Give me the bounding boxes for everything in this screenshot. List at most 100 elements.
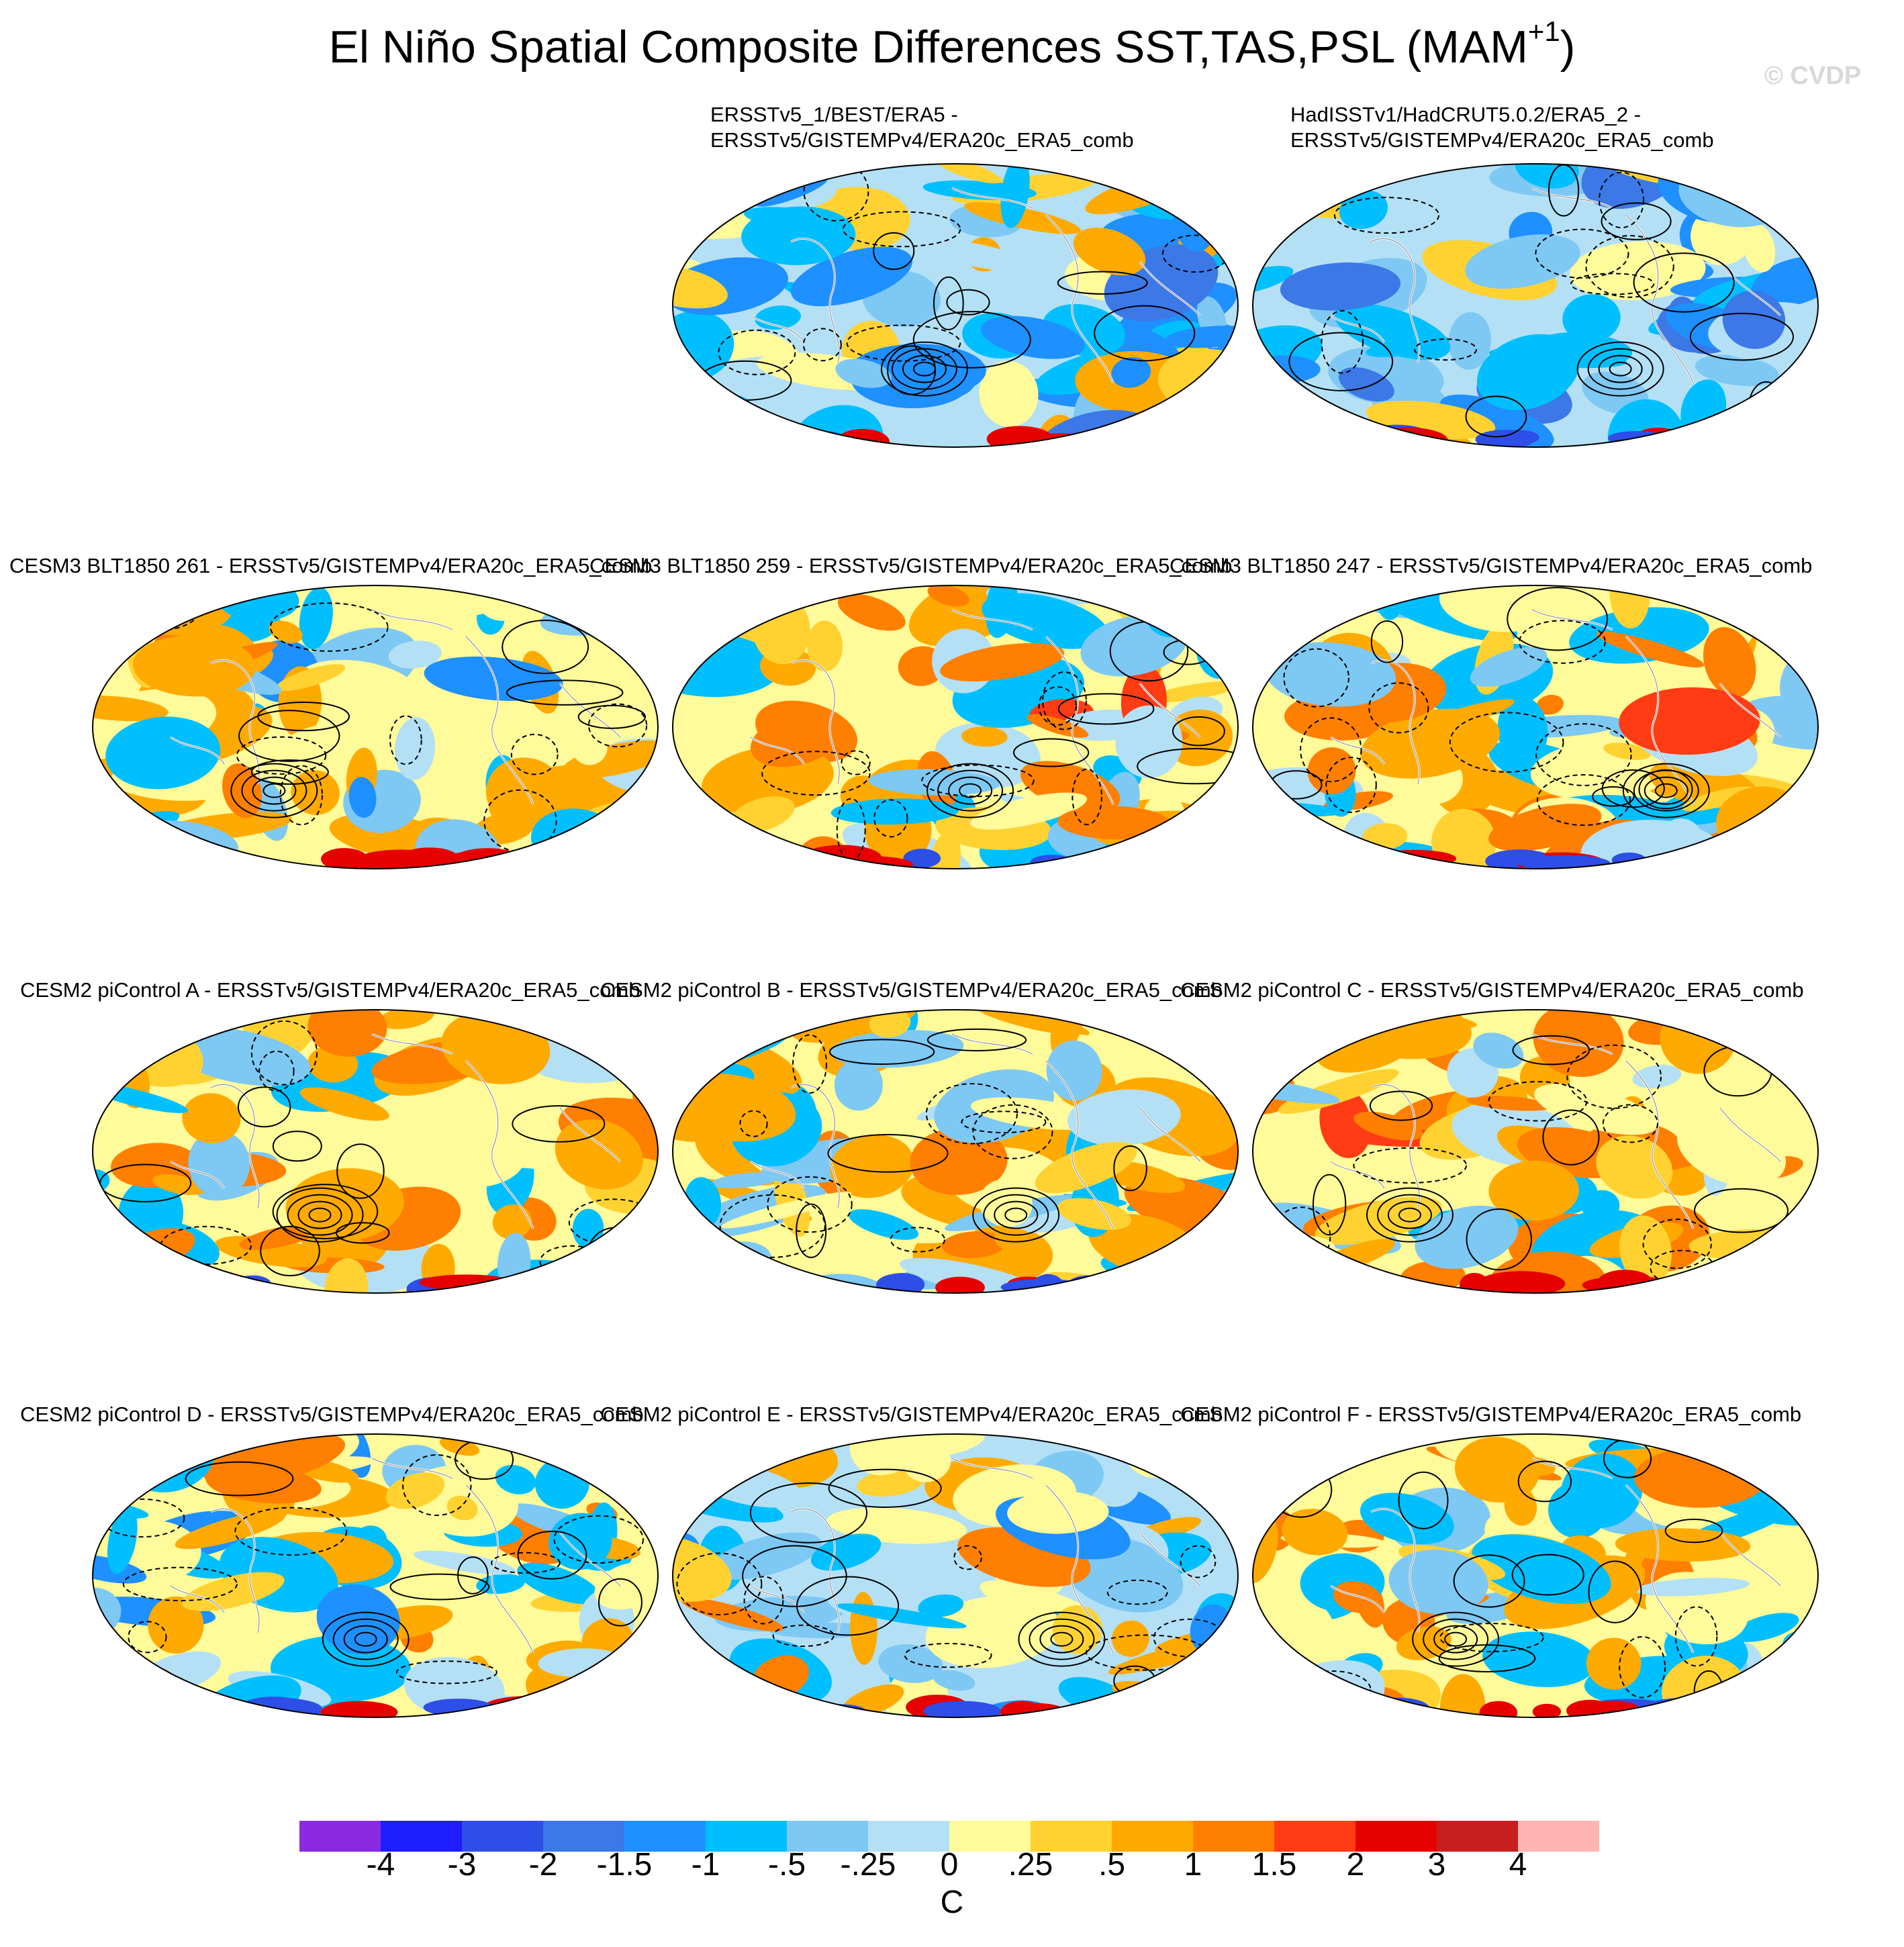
coastline — [465, 1060, 534, 1229]
psl-contour — [1622, 763, 1710, 818]
psl-contour — [1398, 1471, 1449, 1529]
psl-contour — [502, 619, 589, 674]
coastline — [951, 187, 1033, 209]
psl-contour — [925, 1083, 1018, 1145]
map-panel-blt261 — [92, 585, 659, 869]
colorbar-tick-label: 4 — [1509, 1847, 1527, 1883]
coastline — [371, 1458, 453, 1479]
psl-contour — [1158, 1029, 1236, 1064]
psl-contour — [577, 704, 646, 729]
psl-contour — [749, 1482, 868, 1544]
psl-contour — [237, 1086, 291, 1128]
map-border — [1252, 1009, 1819, 1294]
psl-contour — [1288, 332, 1394, 391]
psl-contour — [937, 769, 1004, 812]
psl-contour — [1542, 1109, 1600, 1166]
coastline — [951, 609, 1033, 630]
psl-contour — [276, 1187, 364, 1243]
psl-contour — [921, 764, 1035, 798]
psl-contour — [739, 1110, 768, 1137]
psl-contour — [828, 1468, 942, 1508]
coastline — [465, 636, 534, 805]
coastline — [750, 1585, 805, 1613]
psl-contour — [1512, 1035, 1590, 1065]
psl-contour — [767, 1176, 853, 1233]
psl-contour — [1300, 717, 1362, 783]
psl-contour — [336, 1143, 385, 1199]
colorbar-swatch — [462, 1821, 543, 1852]
coastline — [170, 737, 225, 765]
coastline — [210, 1508, 260, 1633]
coastline — [1531, 187, 1613, 209]
psl-contour — [1488, 1081, 1588, 1122]
psl-contour — [332, 1618, 399, 1660]
psl-contour — [287, 1194, 353, 1236]
coastline — [371, 609, 453, 630]
panel-title-picB: CESM2 piControl B - ERSSTv5/GISTEMPv4/ER… — [600, 978, 1223, 1002]
coastline — [1330, 737, 1385, 765]
coastline — [170, 1161, 225, 1189]
psl-contour — [1587, 348, 1654, 390]
psl-contour — [1057, 271, 1148, 295]
coastline — [170, 1585, 225, 1613]
coastline — [1045, 1060, 1114, 1229]
colorbar-swatch — [1193, 1821, 1274, 1852]
psl-contour — [1106, 1579, 1168, 1605]
colorbar-swatch — [381, 1821, 462, 1852]
colorbar-labels: -4 -3 -2 -1.5 -1 -.5 -.25 0 .25 .5 1 1.5 2 3 4 — [0, 1846, 1904, 1887]
psl-contour — [891, 348, 957, 390]
psl-contour — [953, 1545, 982, 1570]
psl-contour — [803, 164, 869, 222]
temperature-field — [1253, 1434, 1818, 1717]
psl-contour — [873, 799, 908, 838]
title-superscript: +1 — [1527, 15, 1560, 47]
map-panel-obs1 — [672, 163, 1239, 448]
psl-contour — [343, 1625, 388, 1654]
psl-contour — [1689, 312, 1794, 361]
coastline — [750, 315, 805, 343]
psl-contour — [1585, 235, 1674, 298]
colorbar-swatch — [299, 1821, 381, 1852]
psl-contour — [1423, 1618, 1489, 1660]
psl-contour — [1414, 338, 1478, 361]
coastline — [1139, 1531, 1201, 1586]
psl-contour — [1511, 1554, 1584, 1596]
psl-contour — [389, 1573, 490, 1601]
map-border — [672, 1009, 1239, 1294]
psl-contour — [994, 1200, 1039, 1229]
psl-contour — [1172, 716, 1225, 747]
psl-contour — [250, 759, 329, 785]
figure-title: El Niño Spatial Composite Differences SS… — [0, 17, 1904, 75]
colorbar-swatch — [1355, 1821, 1437, 1852]
psl-contour — [354, 1631, 377, 1647]
psl-contour — [1094, 305, 1196, 362]
psl-contour — [1013, 738, 1090, 767]
colorbar-swatch — [787, 1821, 868, 1852]
colorbar-swatch — [1518, 1821, 1599, 1852]
map-border — [92, 1433, 659, 1718]
map-panel-blt247 — [1252, 585, 1819, 869]
coastline — [1330, 1161, 1385, 1189]
psl-contour — [238, 710, 340, 762]
psl-contour — [842, 211, 961, 248]
panel-title-obs1: ERSSTv5_1/BEST/ERA5 - ERSSTv5/GISTEMPv4/E… — [710, 103, 1134, 152]
psl-contour — [772, 1624, 835, 1648]
psl-contour — [252, 776, 297, 805]
psl-contour — [1642, 1219, 1712, 1270]
panel-title-picE: CESM2 piControl E - ERSSTv5/GISTEMPv4/ER… — [600, 1403, 1223, 1426]
panel-title-picF: CESM2 piControl F - ERSSTv5/GISTEMPv4/ER… — [1180, 1403, 1802, 1426]
map-border — [1252, 1433, 1819, 1718]
psl-contour — [1283, 648, 1349, 708]
psl-contour — [395, 1660, 497, 1684]
psl-contour — [880, 341, 968, 397]
psl-contour — [718, 329, 796, 375]
coastline — [790, 238, 840, 363]
psl-contour — [1398, 1207, 1421, 1223]
map-border — [1252, 163, 1819, 448]
panel-title-picD: CESM2 piControl D - ERSSTv5/GISTEMPv4/ER… — [20, 1403, 644, 1426]
psl-contour — [1592, 786, 1635, 807]
map-panel-picE — [672, 1433, 1239, 1718]
psl-contour — [841, 750, 871, 775]
coastline — [1370, 1084, 1420, 1209]
coastline — [790, 1508, 840, 1633]
